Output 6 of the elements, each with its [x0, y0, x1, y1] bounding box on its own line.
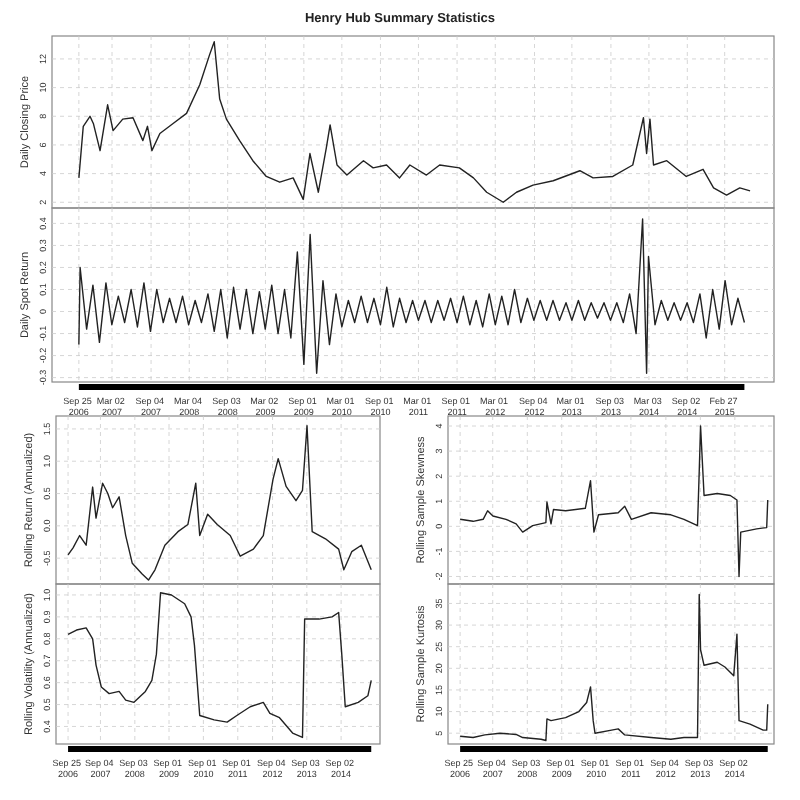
line-series: [78, 218, 746, 374]
line-series: [459, 593, 769, 742]
line-series: [78, 41, 751, 203]
line-series: [67, 592, 372, 739]
line-series: [67, 424, 372, 581]
line-series: [459, 425, 769, 578]
